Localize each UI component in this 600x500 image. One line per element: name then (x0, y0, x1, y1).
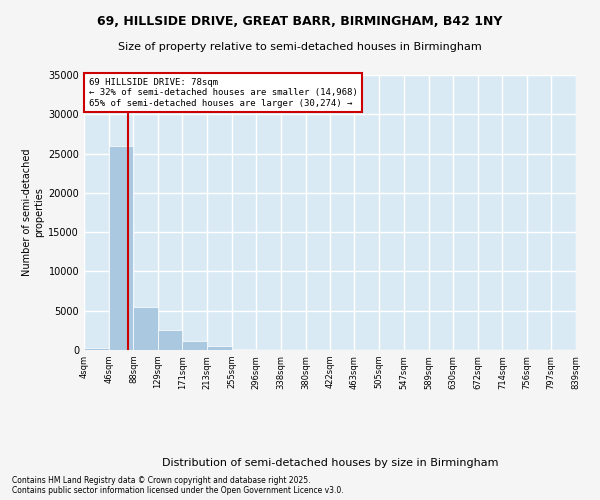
Bar (182, 340, 207, 350)
Text: Size of property relative to semi-detached houses in Birmingham: Size of property relative to semi-detach… (118, 42, 482, 52)
Bar (158, 330, 182, 350)
Text: Contains HM Land Registry data © Crown copyright and database right 2025.
Contai: Contains HM Land Registry data © Crown c… (12, 476, 344, 495)
Bar (109, 146, 133, 350)
Bar (133, 307, 158, 350)
Text: 69, HILLSIDE DRIVE, GREAT BARR, BIRMINGHAM, B42 1NY: 69, HILLSIDE DRIVE, GREAT BARR, BIRMINGH… (97, 15, 503, 28)
Bar (207, 346, 232, 350)
Bar (84, 348, 109, 350)
Y-axis label: Number of semi-detached
properties: Number of semi-detached properties (22, 149, 44, 276)
Text: Distribution of semi-detached houses by size in Birmingham: Distribution of semi-detached houses by … (162, 458, 498, 468)
Text: 69 HILLSIDE DRIVE: 78sqm
← 32% of semi-detached houses are smaller (14,968)
65% : 69 HILLSIDE DRIVE: 78sqm ← 32% of semi-d… (89, 78, 358, 108)
Bar (232, 349, 256, 350)
